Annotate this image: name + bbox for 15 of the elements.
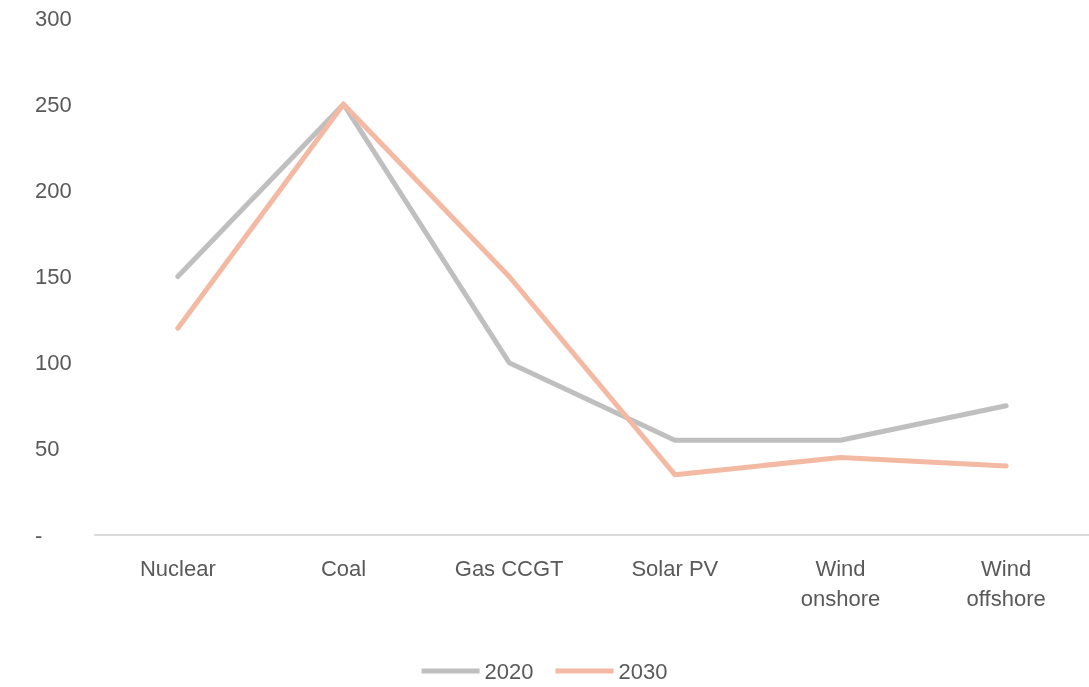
x-tick-label: Gas CCGT [454,555,564,581]
y-tick-label: 150 [35,264,72,289]
y-tick-label: 100 [35,350,72,376]
x-tick-label: Wind offshore [966,555,1046,611]
x-tick-label: Nuclear [139,555,216,581]
legend-label: 2020 [484,658,534,684]
y-tick-label: 50 [35,436,60,462]
y-tick-label: 200 [35,177,72,203]
x-tick-label: Wind onshore [800,555,881,611]
legend-label: 2030 [618,658,668,684]
y-tick-label: 250 [35,91,72,117]
x-tick-label: Coal [320,555,367,581]
y-tick-label: - [35,522,43,548]
y-tick-label: 300 [35,5,72,31]
x-tick-label: Solar PV [631,555,719,581]
